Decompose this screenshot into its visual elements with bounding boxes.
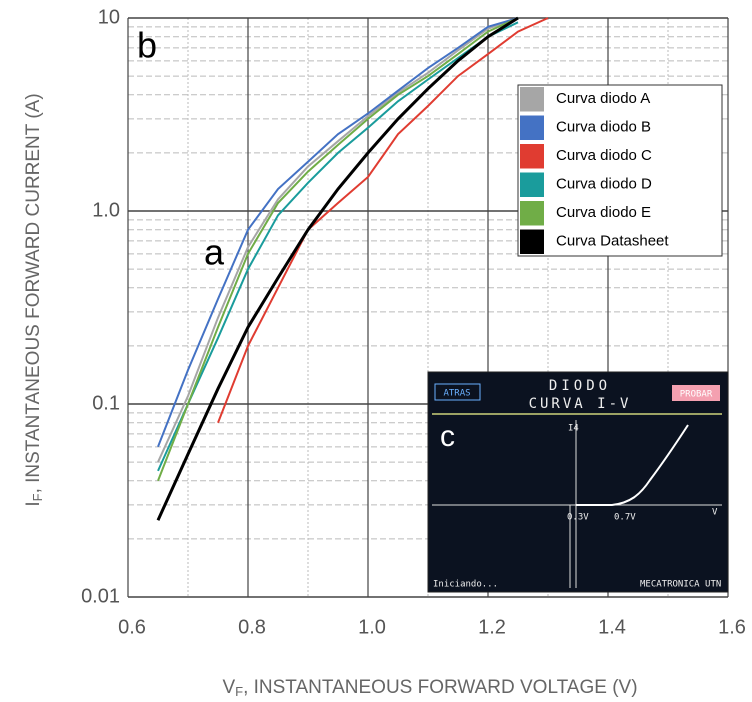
footer: MECATRONICA UTN (640, 580, 721, 590)
annotation: b (137, 25, 157, 66)
legend-box (517, 84, 723, 257)
series-line (157, 17, 519, 463)
legend-swatch (520, 115, 544, 140)
series-line (157, 17, 519, 482)
inset-subtitle: CURVA I-V (529, 396, 632, 412)
legend-label: Curva diodo B (556, 119, 651, 136)
x-tick-label: 0.6 (118, 616, 146, 638)
mark-label: 0.3V (567, 513, 589, 523)
lines (156, 16, 549, 521)
x-axis-label: VF, INSTANTANEOUS FORWARD VOLTAGE (V) (222, 677, 637, 699)
annotation: a (204, 232, 225, 273)
y-axis-label: IF, INSTANTANEOUS FORWARD CURRENT (A) (23, 93, 45, 506)
inset-photo: ATRAS DIODO CURVA I-V PROBAR c I4 V 0.3V… (427, 371, 729, 593)
series-line (157, 17, 519, 448)
x-tick-label: 0.8 (238, 616, 266, 638)
x-tick-label: 1.4 (598, 616, 626, 638)
legend-label: Curva diodo C (556, 147, 652, 164)
mark-label: 0.7V (614, 513, 636, 523)
axis-label: I4 (568, 424, 579, 434)
legend-label: Curva diodo E (556, 204, 651, 221)
y-tick-label: 1.0 (92, 199, 120, 221)
legend-label: Curva diodo A (556, 90, 650, 107)
series-line (156, 16, 519, 521)
annotation: c (440, 420, 455, 453)
legend: Curva diodo A Curva diodo B Curva diodo C C… (517, 84, 723, 257)
status: Iniciando... (433, 580, 498, 590)
y-tick-label: 0.01 (81, 585, 120, 607)
legend-swatch (520, 144, 544, 169)
y-tick-label: 10 (98, 6, 120, 28)
button-label: ATRAS (443, 389, 470, 399)
legend-swatch (520, 229, 544, 254)
button (434, 383, 481, 401)
button-label: PROBAR (680, 390, 713, 400)
series-line (217, 17, 549, 424)
inset-title: DIODO (549, 378, 611, 394)
legend-label: Curva diodo D (556, 176, 652, 193)
legend-label: Curva Datasheet (556, 233, 669, 250)
x-tick-label: 1.2 (478, 616, 506, 638)
series-line (157, 21, 519, 472)
button (672, 385, 720, 401)
curve (576, 424, 689, 506)
y-tick-label: 0.1 (92, 392, 120, 414)
x-tick-label: 1.0 (358, 616, 386, 638)
inset-screen (427, 371, 729, 593)
axis-label: V (712, 508, 718, 518)
x-tick-label: 1.6 (718, 616, 746, 638)
legend-swatch (520, 87, 544, 112)
legend-swatch (520, 201, 544, 226)
legend-swatch (520, 172, 544, 197)
